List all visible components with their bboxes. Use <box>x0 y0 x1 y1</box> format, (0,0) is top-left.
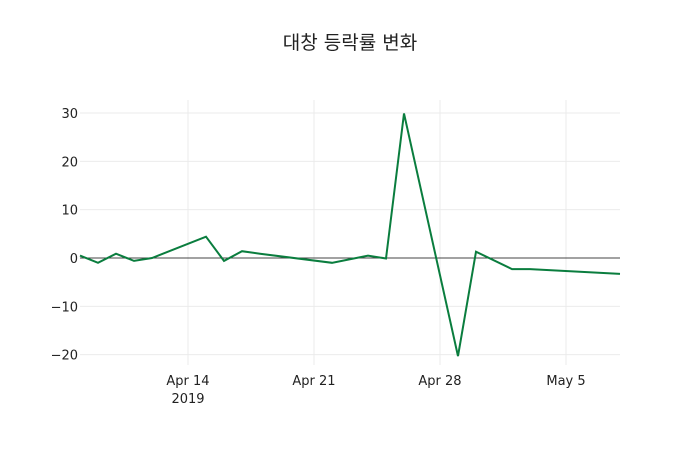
gridlines <box>80 100 620 365</box>
y-tick-label: 30 <box>61 107 78 122</box>
y-tick-label: 10 <box>61 204 78 219</box>
x-tick-label: May 5 <box>546 374 585 389</box>
chart-title: 대창 등락률 변화 <box>282 32 418 54</box>
x-tick-label: Apr 21 <box>292 374 335 389</box>
x-tick-label: Apr 14 <box>166 374 209 389</box>
y-tick-label: 0 <box>70 252 78 267</box>
x-year-label: 2019 <box>171 392 204 407</box>
y-tick-label: 20 <box>61 155 78 170</box>
y-tick-label: −20 <box>51 349 78 364</box>
x-tick-label: Apr 28 <box>418 374 461 389</box>
axis-labels: Apr 14 Apr 21 Apr 28 May 5 2019 30 20 10 0 −10 −20 <box>51 107 586 407</box>
y-tick-label: −10 <box>51 300 78 315</box>
series-line <box>79 113 621 357</box>
